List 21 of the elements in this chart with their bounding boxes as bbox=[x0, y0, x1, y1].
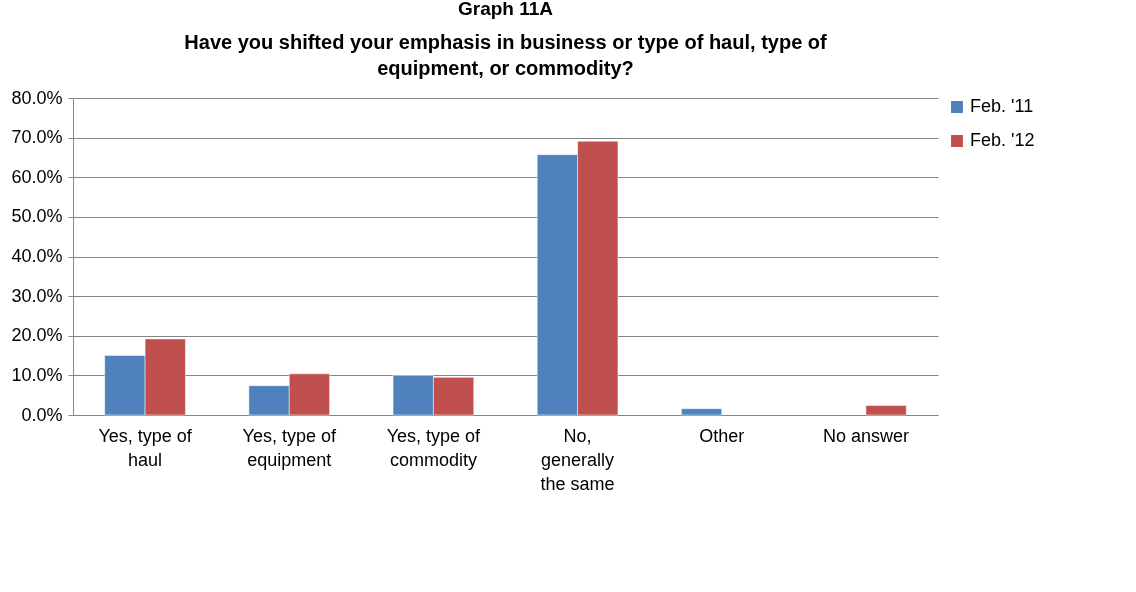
y-tick-label: 10.0% bbox=[11, 364, 63, 385]
bar bbox=[681, 408, 722, 416]
legend-label: Feb. '12 bbox=[970, 130, 1035, 150]
chart-title: Graph 11A bbox=[457, 0, 554, 19]
y-tick-label: 50.0% bbox=[11, 206, 63, 227]
y-tick-label: 60.0% bbox=[11, 166, 63, 187]
legend-label: Feb. '11 bbox=[970, 96, 1034, 116]
y-tick-label: 70.0% bbox=[11, 127, 63, 148]
x-tick-label: No, generally the same bbox=[540, 425, 615, 494]
x-tick-label: Other bbox=[699, 425, 745, 446]
x-tick-label: Yes, type of commodity bbox=[386, 425, 482, 470]
chart-subtitle: Have you shifted your emphasis in business or type of haul, type of equipment, or commodity? bbox=[184, 31, 828, 79]
x-tick-label: Yes, type of equipment bbox=[242, 425, 337, 470]
x-tick-label: No answer bbox=[822, 425, 909, 446]
y-tick-label: 0.0% bbox=[21, 404, 63, 425]
y-tick-label: 40.0% bbox=[11, 246, 63, 266]
y-tick-label: 80.0% bbox=[11, 87, 63, 108]
bar bbox=[865, 405, 907, 416]
y-tick-label: 20.0% bbox=[11, 325, 63, 346]
y-tick-label: 30.0% bbox=[11, 285, 63, 306]
x-tick-label: Yes, type of haul bbox=[98, 425, 193, 470]
